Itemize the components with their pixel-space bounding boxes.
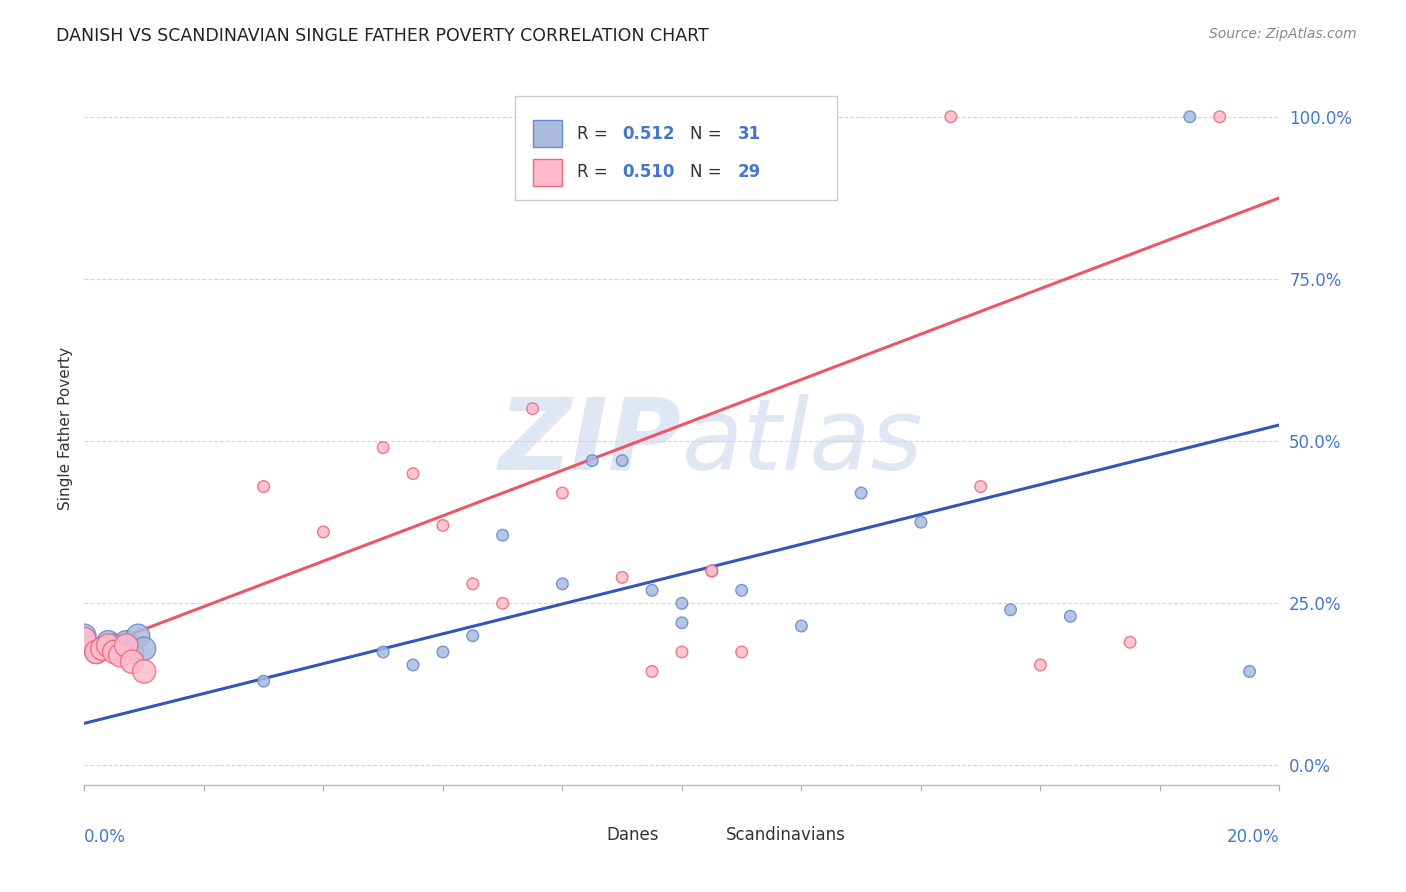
Point [1000, 603, 1022, 617]
Text: Scandinavians: Scandinavians [725, 826, 846, 844]
Point [132, 641, 156, 656]
Point [110, 648, 132, 663]
Point [110, 645, 132, 659]
Point [103, 645, 125, 659]
Point [612, 570, 634, 584]
Point [1178, 110, 1201, 124]
Point [73, 632, 96, 646]
Point [432, 518, 454, 533]
Point [312, 524, 335, 539]
Point [1119, 635, 1142, 649]
Point [581, 453, 603, 467]
Text: R =: R = [576, 125, 613, 143]
Point [1239, 665, 1261, 679]
Text: Danes: Danes [606, 826, 659, 844]
Point [373, 441, 395, 455]
Bar [533, 159, 562, 186]
Point [671, 645, 693, 659]
Bar [695, 825, 720, 847]
Point [132, 665, 156, 679]
Text: N =: N = [690, 125, 727, 143]
Text: N =: N = [690, 163, 727, 181]
Bar [533, 120, 562, 147]
Point [671, 615, 693, 630]
Point [373, 645, 395, 659]
Text: 20.0%: 20.0% [1227, 828, 1279, 846]
FancyBboxPatch shape [515, 96, 838, 200]
Point [551, 577, 574, 591]
Point [432, 645, 454, 659]
Point [1209, 110, 1232, 124]
Point [731, 583, 754, 598]
Point [121, 645, 143, 659]
Point [700, 564, 723, 578]
Point [461, 577, 484, 591]
Point [121, 655, 143, 669]
Point [731, 645, 754, 659]
Text: 0.510: 0.510 [623, 163, 675, 181]
Text: ZIP: ZIP [499, 394, 682, 491]
Point [761, 110, 783, 124]
Point [1059, 609, 1081, 624]
Text: DANISH VS SCANDINAVIAN SINGLE FATHER POVERTY CORRELATION CHART: DANISH VS SCANDINAVIAN SINGLE FATHER POV… [56, 27, 709, 45]
Text: 0.512: 0.512 [623, 125, 675, 143]
Text: 0.0%: 0.0% [84, 828, 127, 846]
Point [86, 645, 108, 659]
Point [641, 665, 664, 679]
Text: 29: 29 [738, 163, 761, 181]
Point [97, 639, 120, 653]
Point [700, 564, 723, 578]
Point [97, 635, 120, 649]
Point [1029, 657, 1052, 672]
Point [253, 479, 276, 493]
Text: Source: ZipAtlas.com: Source: ZipAtlas.com [1209, 27, 1357, 41]
Point [91, 641, 114, 656]
Point [970, 479, 993, 493]
Point [851, 486, 873, 500]
Point [115, 635, 138, 649]
Point [73, 629, 96, 643]
Point [492, 596, 515, 610]
Point [612, 453, 634, 467]
Point [91, 641, 114, 656]
Point [671, 596, 693, 610]
Text: R =: R = [576, 163, 613, 181]
Point [115, 639, 138, 653]
Point [790, 619, 813, 633]
Point [253, 674, 276, 689]
Point [910, 515, 932, 529]
Point [86, 645, 108, 659]
Text: 31: 31 [738, 125, 761, 143]
Point [522, 401, 544, 416]
Bar [575, 825, 600, 847]
Point [492, 528, 515, 542]
Point [127, 629, 149, 643]
Point [939, 110, 962, 124]
Point [641, 583, 664, 598]
Point [402, 657, 425, 672]
Point [103, 639, 125, 653]
Text: atlas: atlas [682, 394, 924, 491]
Point [402, 467, 425, 481]
Y-axis label: Single Father Poverty: Single Father Poverty [58, 347, 73, 509]
Point [461, 629, 484, 643]
Point [551, 486, 574, 500]
